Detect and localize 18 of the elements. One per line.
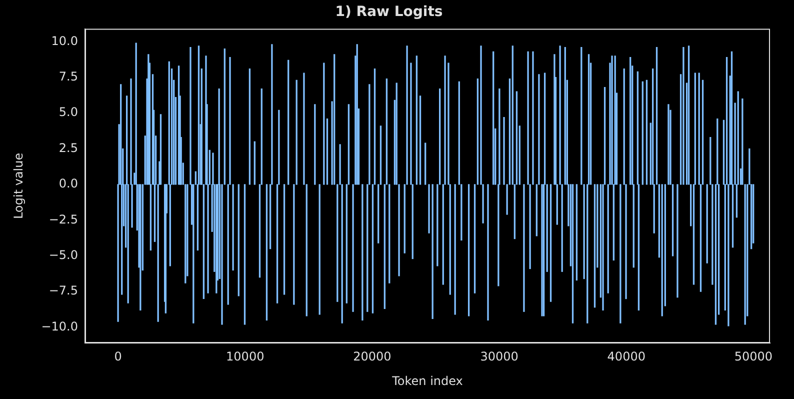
y-tick-label: −7.5 xyxy=(48,284,78,298)
chart-title: 1) Raw Logits xyxy=(335,4,443,20)
x-tick-label: 30000 xyxy=(480,349,518,364)
y-tick-label: −5.0 xyxy=(48,248,78,262)
y-axis-title: Logit value xyxy=(11,152,26,219)
x-tick-label: 20000 xyxy=(353,349,392,364)
y-tick-label: 2.5 xyxy=(58,140,78,155)
y-tick-label: −10.0 xyxy=(41,319,78,334)
y-tick-label: −2.5 xyxy=(48,212,78,226)
x-tick-label: 50000 xyxy=(734,349,773,364)
y-tick-label: 10.0 xyxy=(51,34,78,48)
x-tick-label: 0 xyxy=(114,349,122,364)
x-tick-label: 10000 xyxy=(226,349,264,364)
y-tick-label: 7.5 xyxy=(58,69,78,84)
x-axis-title: Token index xyxy=(391,374,463,388)
x-tick-label: 40000 xyxy=(607,349,646,364)
y-tick-label: 0.0 xyxy=(58,176,78,191)
y-tick-label: 5.0 xyxy=(58,105,78,120)
